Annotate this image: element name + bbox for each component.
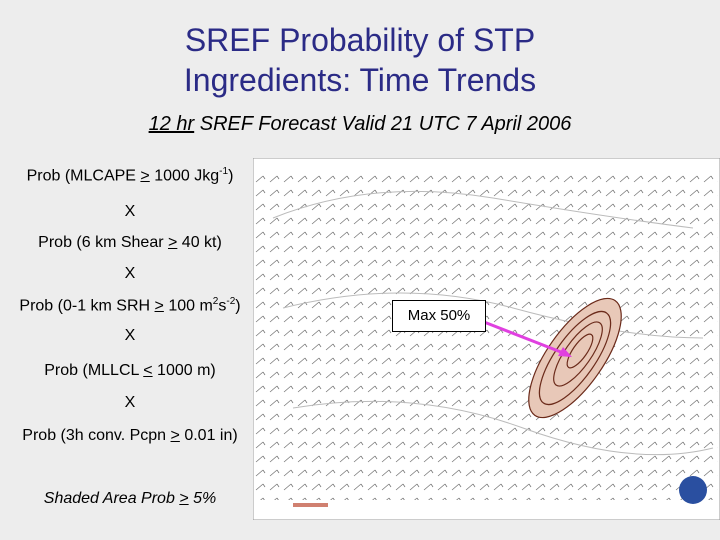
ingredient: Prob (MLLCL < 1000 m)	[0, 362, 260, 380]
forecast-map	[253, 158, 720, 520]
times: X	[124, 327, 136, 344]
text: s	[218, 297, 227, 315]
text: Prob (6 km Shear	[38, 234, 168, 251]
times: X	[124, 203, 136, 220]
exponent: -2	[226, 296, 236, 307]
times: X	[124, 265, 136, 282]
subtitle-rest: SREF Forecast Valid 21 UTC 7 April 2006	[194, 113, 572, 135]
operator: >	[168, 234, 178, 251]
text: Prob (0-1 km SRH	[19, 297, 155, 315]
ingredient: Prob (3h conv. Pcpn > 0.01 in)	[0, 427, 260, 445]
exponent: -1	[219, 166, 229, 177]
operator: <	[143, 362, 153, 379]
operator: >	[170, 427, 180, 444]
text: 1000 Jkg	[149, 167, 220, 185]
note: Shaded Area Prob > 5%	[0, 490, 260, 508]
title-line: SREF Probability of STP	[184, 22, 536, 58]
exponent: 2	[212, 296, 219, 307]
legend-swatch	[293, 503, 328, 507]
callout: Max 50%	[392, 300, 486, 332]
subtitle-lead: 12 hr	[148, 113, 195, 135]
text: 1000 m)	[152, 362, 216, 379]
text: Shaded Area Prob	[43, 490, 180, 507]
subtitle: 12 hr SREF Forecast Valid 21 UTC 7 April…	[0, 113, 720, 136]
text: 5%	[188, 490, 217, 507]
ingredient: Prob (0-1 km SRH > 100 m2s-2)	[0, 296, 260, 315]
operator: >	[140, 167, 150, 185]
text: 0.01 in)	[179, 427, 238, 444]
probability-contours	[528, 297, 622, 419]
ingredient: Prob (6 km Shear > 40 kt)	[0, 234, 260, 252]
text: )	[235, 297, 241, 315]
operator: >	[179, 490, 189, 507]
text: Prob (MLLCL	[44, 362, 144, 379]
times: X	[124, 394, 136, 411]
text: 40 kt)	[177, 234, 222, 251]
text: 100 m	[163, 297, 213, 315]
title-line: Ingredients: Time Trends	[183, 62, 537, 98]
ingredient: Prob (MLCAPE > 1000 Jkg-1)	[0, 166, 260, 185]
text: Prob (3h conv. Pcpn	[22, 427, 171, 444]
operator: >	[154, 297, 164, 315]
text: Prob (MLCAPE	[26, 167, 141, 185]
noaa-logo	[679, 476, 707, 504]
text: )	[228, 167, 234, 185]
map-outline	[272, 190, 714, 456]
